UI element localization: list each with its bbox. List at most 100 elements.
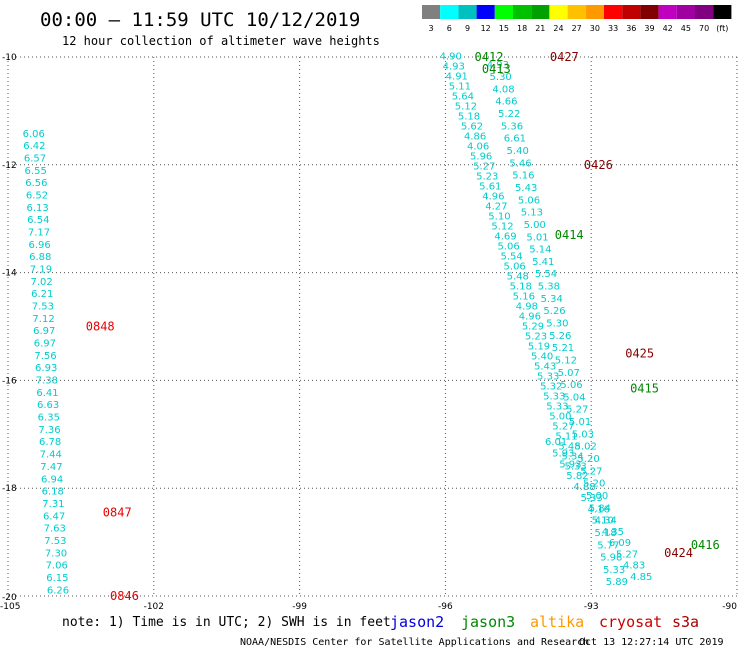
colorbar-swatch bbox=[604, 5, 623, 19]
wave-height-value: 7.30 bbox=[45, 548, 67, 559]
wave-height-value: 6.61 bbox=[504, 134, 526, 145]
wave-height-value: 5.27 bbox=[552, 421, 574, 432]
wave-height-value: 5.13 bbox=[521, 208, 543, 219]
wave-height-value: 5.36 bbox=[501, 121, 523, 132]
wave-height-value: 6.94 bbox=[41, 474, 63, 485]
colorbar-label: 6 bbox=[447, 24, 452, 33]
y-tick-label: -12 bbox=[2, 161, 17, 171]
wave-height-value: 5.34 bbox=[561, 451, 583, 462]
wave-height-value: 6.01 bbox=[545, 437, 567, 448]
wave-height-value: 4.08 bbox=[492, 84, 514, 95]
wave-height-value: 5.33 bbox=[564, 461, 586, 472]
wave-height-value: 4.86 bbox=[464, 132, 486, 143]
wave-height-value: 6.18 bbox=[42, 487, 64, 498]
wave-height-value: 5.06 bbox=[504, 262, 526, 273]
colorbar-label: 45 bbox=[681, 24, 691, 33]
satellite-legend-item: s3a bbox=[672, 613, 699, 631]
wave-height-value: 6.54 bbox=[27, 215, 49, 226]
wave-height-value: 5.64 bbox=[452, 92, 474, 103]
wave-height-value: 5.04 bbox=[563, 392, 585, 403]
color-scale-bar: 3 6 9 12 15 18 21 24 27 30 33 36 39 42 45 70 (ft) bbox=[422, 5, 732, 33]
wave-height-value: 6.56 bbox=[25, 178, 47, 189]
wave-height-value: 5.34 bbox=[541, 294, 563, 305]
wave-height-value: 7.12 bbox=[32, 314, 54, 325]
x-tick-label: -96 bbox=[438, 602, 453, 612]
colorbar-label: 27 bbox=[572, 24, 582, 33]
wave-height-value: 4.16 bbox=[588, 504, 610, 515]
wave-height-value: 5.82 bbox=[566, 471, 588, 482]
wave-height-value: 5.10 bbox=[592, 516, 614, 527]
wave-height-value: 5.33 bbox=[603, 565, 625, 576]
wave-height-value: 5.00 bbox=[549, 411, 571, 422]
wave-height-value: 7.02 bbox=[30, 277, 52, 288]
wave-height-value: 7.56 bbox=[34, 351, 56, 362]
colorbar-swatch bbox=[549, 5, 568, 19]
wave-height-value: 6.97 bbox=[34, 339, 56, 350]
colorbar-label: 12 bbox=[481, 24, 491, 33]
wave-height-value: 4.34 bbox=[595, 516, 617, 527]
wave-height-value: 5.84 bbox=[589, 503, 611, 514]
wave-height-value: 5.11 bbox=[555, 431, 577, 442]
satellite-legend-item: altika bbox=[530, 613, 584, 631]
wave-height-value: 5.18 bbox=[594, 528, 616, 539]
wave-height-value: 5.02 bbox=[575, 442, 597, 453]
wave-height-value: 5.30 bbox=[546, 319, 568, 330]
wave-height-value: 5.26 bbox=[543, 306, 565, 317]
wave-height-value: 6.06 bbox=[23, 129, 45, 140]
wave-height-value: 5.18 bbox=[458, 112, 480, 123]
wave-height-value: 6.97 bbox=[33, 326, 55, 337]
wave-height-value: 6.63 bbox=[37, 400, 59, 411]
colorbar-label: 3 bbox=[429, 24, 434, 33]
wave-height-value: 5.38 bbox=[538, 282, 560, 293]
wave-height-value: 5.12 bbox=[555, 355, 577, 366]
wave-height-value: 6.35 bbox=[38, 413, 60, 424]
colorbar-label: 33 bbox=[608, 24, 618, 33]
wave-height-value: 7.53 bbox=[32, 302, 54, 313]
wave-height-value: 4.91 bbox=[446, 72, 468, 83]
wave-height-value: 5.89 bbox=[606, 577, 628, 588]
wave-height-value: 5.40 bbox=[507, 146, 529, 157]
wave-height-value: 5.06 bbox=[497, 242, 519, 253]
wave-height-value: 5.33 bbox=[580, 493, 602, 504]
wave-height-value: 5.06 bbox=[560, 380, 582, 391]
colorbar-label: (ft) bbox=[716, 24, 728, 33]
colorbar-swatch bbox=[513, 5, 532, 19]
chart-subtitle: 12 hour collection of altimeter wave hei… bbox=[62, 34, 380, 48]
wave-height-value: 5.03 bbox=[572, 429, 594, 440]
wave-height-value: 5.06 bbox=[518, 195, 540, 206]
pass-time-label: 0846 bbox=[110, 589, 139, 603]
colorbar-label: 30 bbox=[590, 24, 600, 33]
wave-height-value: 5.26 bbox=[549, 331, 571, 342]
y-tick-label: -20 bbox=[2, 593, 17, 603]
colorbar-swatch bbox=[476, 5, 495, 19]
colorbar-label: 9 bbox=[465, 24, 470, 33]
wave-height-value: 4.88 bbox=[573, 482, 595, 493]
wave-height-value: 4.35 bbox=[602, 527, 624, 538]
pass-time-label: 0426 bbox=[584, 158, 613, 172]
wave-height-value: 5.00 bbox=[524, 220, 546, 231]
wave-height-value: 7.44 bbox=[40, 450, 62, 461]
wave-height-value: 6.93 bbox=[35, 363, 57, 374]
wave-height-value: 7.17 bbox=[28, 227, 50, 238]
wave-height-value: 5.18 bbox=[510, 281, 532, 292]
wave-height-value: 5.16 bbox=[512, 171, 534, 182]
pass-time-label: 0427 bbox=[550, 50, 579, 64]
wave-height-value: 5.01 bbox=[569, 417, 591, 428]
wave-height-value: 4.93 bbox=[443, 62, 465, 73]
wave-height-value: 5.32 bbox=[540, 381, 562, 392]
wave-height-value: 6.09 bbox=[609, 538, 631, 549]
units-note: note: 1) Time is in UTC; 2) SWH is in fe… bbox=[62, 615, 391, 630]
wave-height-value: 7.63 bbox=[44, 524, 66, 535]
wave-height-value: 5.43 bbox=[515, 183, 537, 194]
pass-time-label: 0415 bbox=[630, 381, 659, 395]
x-tick-label: -102 bbox=[144, 602, 164, 612]
wave-height-value: 4.69 bbox=[494, 232, 516, 243]
wave-height-value: 5.43 bbox=[534, 361, 556, 372]
wave-height-value: 6.42 bbox=[23, 141, 45, 152]
colorbar-swatch bbox=[695, 5, 714, 19]
wave-height-value: 7.53 bbox=[44, 536, 66, 547]
credit-text: NOAA/NESDIS Center for Satellite Applica… bbox=[240, 637, 589, 648]
colorbar-swatch bbox=[676, 5, 695, 19]
wave-height-value: 6.21 bbox=[31, 289, 53, 300]
